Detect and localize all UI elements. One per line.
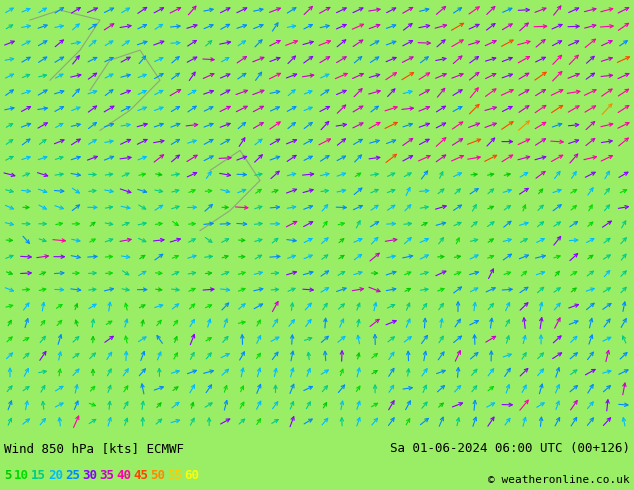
- Text: 5: 5: [4, 469, 11, 482]
- Text: 35: 35: [99, 469, 114, 482]
- Text: © weatheronline.co.uk: © weatheronline.co.uk: [488, 475, 630, 485]
- Text: 20: 20: [48, 469, 63, 482]
- Text: 55: 55: [167, 469, 182, 482]
- Text: 45: 45: [133, 469, 148, 482]
- Text: 15: 15: [31, 469, 46, 482]
- Text: 40: 40: [116, 469, 131, 482]
- Text: 25: 25: [65, 469, 80, 482]
- Text: 10: 10: [14, 469, 29, 482]
- Text: 30: 30: [82, 469, 97, 482]
- Text: Wind 850 hPa [kts] ECMWF: Wind 850 hPa [kts] ECMWF: [4, 442, 184, 455]
- Text: Sa 01-06-2024 06:00 UTC (00+126): Sa 01-06-2024 06:00 UTC (00+126): [390, 442, 630, 455]
- Text: 50: 50: [150, 469, 165, 482]
- Text: 60: 60: [184, 469, 199, 482]
